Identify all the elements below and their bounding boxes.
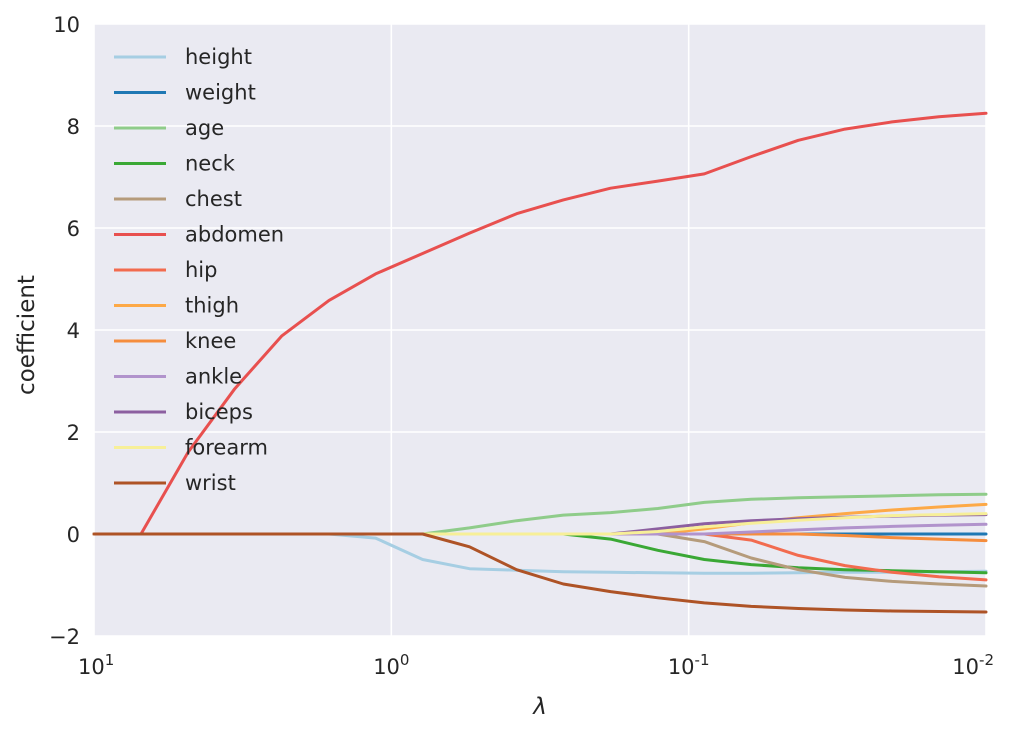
y-axis-ticks: −2 0 2 4 6 8 10	[49, 13, 80, 649]
x-tick-label: 10-2	[952, 651, 994, 679]
x-axis-ticks: 101 100 10-1 10-2	[78, 651, 994, 679]
legend-label-height: height	[185, 45, 252, 69]
y-tick-label: 10	[53, 13, 80, 37]
y-tick-label: 2	[67, 421, 80, 445]
legend-label-wrist: wrist	[185, 471, 236, 495]
legend-label-hip: hip	[185, 258, 217, 282]
legend: height weight age neck chest abdomen hip thigh k…	[114, 45, 284, 495]
y-tick-label: 8	[67, 115, 80, 139]
legend-label-chest: chest	[185, 187, 242, 211]
series-line-wrist	[92, 532, 988, 614]
y-tick-label: 6	[67, 217, 80, 241]
legend-label-age: age	[185, 116, 224, 140]
legend-label-biceps: biceps	[185, 400, 253, 424]
y-tick-label: 0	[67, 523, 80, 547]
legend-label-neck: neck	[185, 152, 236, 176]
series-line-abdomen	[92, 111, 988, 536]
x-tick-label: 100	[373, 651, 409, 679]
legend-label-ankle: ankle	[185, 365, 242, 389]
legend-label-forearm: forearm	[185, 436, 268, 460]
series-lines	[92, 111, 988, 614]
legend-label-weight: weight	[185, 81, 256, 105]
y-tick-label: −2	[49, 625, 80, 649]
grid	[93, 23, 987, 637]
y-axis-label: coefficient	[14, 275, 40, 395]
y-tick-label: 4	[67, 319, 80, 343]
legend-label-abdomen: abdomen	[185, 223, 284, 247]
legend-label-knee: knee	[185, 329, 236, 353]
x-axis-label: λ	[531, 694, 547, 720]
x-tick-label: 101	[78, 651, 114, 679]
legend-label-thigh: thigh	[185, 294, 239, 318]
x-tick-label: 10-1	[668, 651, 710, 679]
